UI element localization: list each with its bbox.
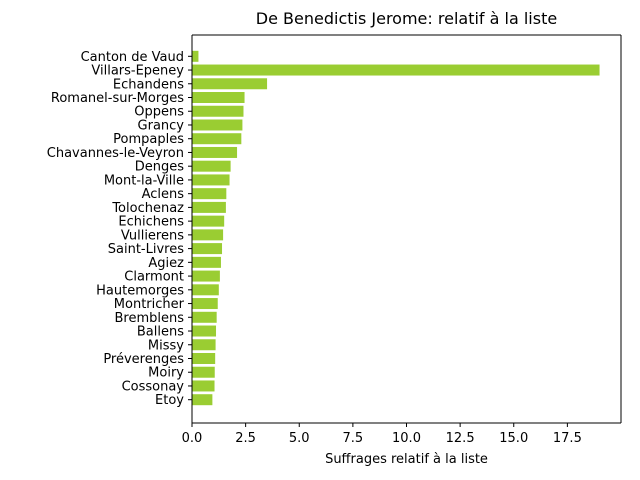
bar xyxy=(192,133,242,145)
x-tick-label: 2.5 xyxy=(235,431,256,446)
x-axis-label: Suffrages relatif à la liste xyxy=(325,452,488,467)
y-tick-label: Oppens xyxy=(134,105,184,120)
bar xyxy=(192,64,600,76)
bar xyxy=(192,78,268,90)
y-tick-label: Saint-Livres xyxy=(108,242,184,257)
bar xyxy=(192,380,215,392)
y-tick-label: Grancy xyxy=(138,118,185,133)
bar xyxy=(192,366,215,378)
y-tick-label: Missy xyxy=(148,338,184,353)
bar xyxy=(192,353,216,364)
y-tick-label: Mont-la-Ville xyxy=(104,173,184,188)
y-tick-label: Moiry xyxy=(148,366,184,381)
bar xyxy=(192,92,245,103)
bar xyxy=(192,256,221,268)
bar xyxy=(192,243,223,255)
bar xyxy=(192,146,238,158)
bar xyxy=(192,298,218,310)
y-tick-label: Agiez xyxy=(148,256,184,271)
bar xyxy=(192,229,224,241)
bar xyxy=(192,174,230,186)
bar xyxy=(192,394,213,406)
x-tick-label: 0.0 xyxy=(182,431,203,446)
x-tick-label: 12.5 xyxy=(446,431,475,446)
y-tick-label: Canton de Vaud xyxy=(81,50,184,65)
y-tick-label: Montricher xyxy=(114,297,185,312)
bar xyxy=(192,160,231,172)
bar xyxy=(192,325,217,337)
y-tick-label: Hautemorges xyxy=(96,283,184,298)
chart-title: De Benedictis Jerome: relatif à la liste xyxy=(256,9,557,28)
y-tick-label: Tolochenaz xyxy=(111,201,184,216)
y-tick-label: Denges xyxy=(135,160,184,175)
y-tick-label: Cossonay xyxy=(122,379,185,394)
axes-frame xyxy=(191,34,622,424)
y-tick-label: Clarmont xyxy=(124,270,184,285)
y-tick-label: Chavannes-le-Veyron xyxy=(47,146,184,161)
bars-group xyxy=(192,50,600,406)
y-tick-label: Pompaples xyxy=(113,132,184,147)
y-tick-label: Bremblens xyxy=(114,311,184,326)
y-axis-ticks: Canton de VaudVillars-EpeneyEchandensRom… xyxy=(47,50,192,408)
bar xyxy=(192,201,226,213)
x-tick-label: 17.5 xyxy=(553,431,582,446)
y-tick-label: Echandens xyxy=(113,77,184,92)
bar xyxy=(192,50,199,62)
bar xyxy=(192,270,220,282)
x-tick-label: 5.0 xyxy=(289,431,310,446)
bar xyxy=(192,339,216,351)
y-tick-label: Echichens xyxy=(118,215,184,230)
x-tick-label: 15.0 xyxy=(499,431,528,446)
y-tick-label: Etoy xyxy=(155,393,184,408)
y-tick-label: Vullierens xyxy=(121,228,184,243)
bar xyxy=(192,284,219,296)
bar xyxy=(192,119,243,131)
bar xyxy=(192,311,217,323)
bar xyxy=(192,105,244,117)
bar xyxy=(192,215,225,227)
y-tick-label: Villars-Epeney xyxy=(91,64,184,79)
y-tick-label: Aclens xyxy=(142,187,185,202)
x-axis-ticks: 0.0 2.5 5.0 7.5 10.0 12.5 15.0 17.5 xyxy=(182,423,582,446)
x-tick-label: 7.5 xyxy=(343,431,364,446)
y-tick-label: Préverenges xyxy=(103,352,184,367)
y-tick-label: Romanel-sur-Morges xyxy=(51,91,184,106)
x-tick-label: 10.0 xyxy=(392,431,421,446)
y-tick-label: Ballens xyxy=(137,325,184,340)
bar xyxy=(192,188,227,200)
